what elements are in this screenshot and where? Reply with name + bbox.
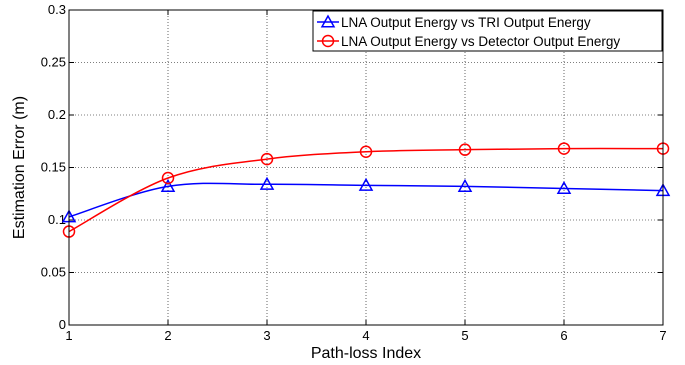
- y-tick-label: 0.3: [48, 2, 66, 17]
- legend-marker: [320, 14, 336, 28]
- x-tick-label: 1: [65, 328, 72, 343]
- legend: LNA Output Energy vs TRI Output Energy LN…: [312, 10, 663, 52]
- series-line: [68, 182, 664, 218]
- x-tick-label: 5: [461, 328, 468, 343]
- data-point-triangle: [160, 178, 176, 192]
- data-point-circle: [557, 142, 571, 155]
- series-line: [68, 147, 664, 233]
- data-point-triangle: [457, 178, 473, 192]
- y-tick-label: 0.2: [48, 107, 66, 122]
- x-tick-label: 6: [560, 328, 567, 343]
- data-point-circle: [161, 171, 175, 185]
- y-axis-ticks: 0 0.05 0.1 0.15 0.2 0.25 0.3: [41, 2, 663, 332]
- y-tick-label: 0.1: [48, 212, 66, 227]
- plot-frame: [68, 9, 664, 326]
- x-tick-label: 3: [263, 328, 270, 343]
- legend-box: [312, 10, 663, 52]
- grid-lines: [69, 10, 663, 325]
- x-tick-label: 2: [164, 328, 171, 343]
- legend-marker: [321, 34, 335, 48]
- data-point-circle: [260, 152, 274, 166]
- y-tick-label: 0: [59, 317, 66, 332]
- legend-label: LNA Output Energy vs Detector Output Ene…: [341, 34, 620, 49]
- plot-series: [61, 142, 671, 238]
- legend-item-1: LNA Output Energy vs TRI Output Energy: [317, 14, 591, 30]
- data-point-triangle: [259, 176, 275, 190]
- y-tick-label: 0.15: [41, 160, 66, 175]
- y-axis-label: Estimation Error (m): [11, 96, 28, 239]
- data-point-triangle: [556, 180, 572, 195]
- legend-label: LNA Output Energy vs TRI Output Energy: [341, 15, 591, 30]
- data-point-circle: [359, 145, 373, 158]
- x-tick-label: 7: [659, 328, 666, 343]
- x-tick-label: 4: [362, 328, 369, 343]
- x-axis-ticks: 1 2 3 4 5 6 7: [65, 10, 667, 343]
- x-axis-label: Path-loss Index: [311, 345, 421, 362]
- legend-item-2: LNA Output Energy vs Detector Output Ene…: [317, 34, 620, 49]
- y-tick-label: 0.05: [41, 265, 66, 280]
- data-point-circle: [458, 143, 472, 156]
- data-point-triangle: [358, 177, 374, 191]
- y-tick-label: 0.25: [41, 55, 66, 70]
